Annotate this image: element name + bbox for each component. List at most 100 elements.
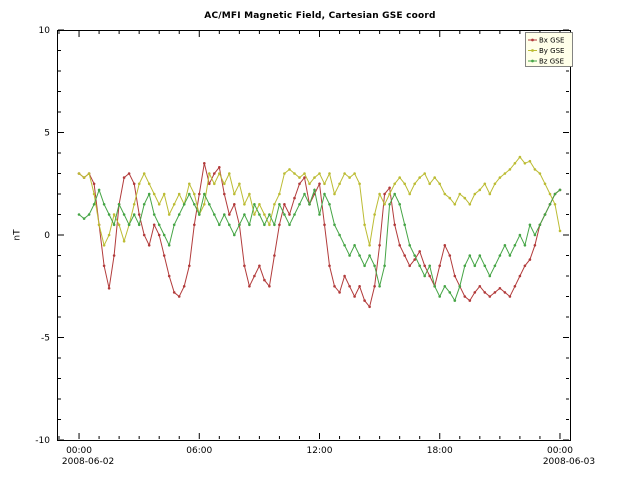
- series-marker-bx-gse: [413, 258, 417, 261]
- series-marker-bx-gse: [488, 295, 492, 298]
- series-marker-bz-gse: [523, 244, 527, 247]
- series-marker-bz-gse: [208, 203, 211, 206]
- series-marker-bx-gse: [152, 223, 156, 227]
- series-marker-by-gse: [408, 192, 412, 196]
- series-marker-by-gse: [132, 203, 136, 206]
- series-marker-bz-gse: [543, 213, 547, 216]
- series-marker-bz-gse: [157, 223, 161, 227]
- series-marker-bx-gse: [278, 223, 281, 227]
- series-marker-by-gse: [107, 233, 111, 237]
- series-marker-bz-gse: [107, 213, 111, 216]
- series-marker-bx-gse: [373, 285, 376, 288]
- series-marker-bx-gse: [408, 264, 412, 268]
- series-marker-by-gse: [488, 192, 492, 196]
- x-tick-label: 06:00: [186, 446, 212, 456]
- series-marker-by-gse: [513, 162, 517, 165]
- x-tick-label: 00:00: [547, 446, 573, 456]
- series-marker-bx-gse: [453, 274, 457, 278]
- series-marker-by-gse: [473, 192, 477, 196]
- series-marker-bz-gse: [92, 203, 96, 206]
- series-marker-bz-gse: [373, 264, 376, 268]
- legend-marker: [531, 38, 534, 42]
- series-marker-bx-gse: [172, 291, 176, 294]
- series-marker-bx-gse: [328, 264, 331, 268]
- series-marker-bx-gse: [338, 291, 341, 294]
- series-marker-bz-gse: [393, 192, 397, 196]
- series-marker-bz-gse: [293, 213, 296, 216]
- series-marker-bx-gse: [518, 274, 522, 278]
- series-marker-bz-gse: [433, 285, 437, 288]
- series-marker-by-gse: [358, 182, 361, 186]
- legend-label: By GSE: [539, 47, 564, 55]
- series-marker-by-gse: [378, 192, 381, 196]
- series-marker-by-gse: [142, 172, 146, 175]
- series-marker-bx-gse: [513, 285, 517, 288]
- series-marker-by-gse: [318, 172, 321, 175]
- series-marker-by-gse: [303, 172, 306, 175]
- series-marker-by-gse: [333, 192, 336, 196]
- series-marker-by-gse: [478, 188, 482, 192]
- series-marker-bx-gse: [182, 285, 186, 288]
- series-marker-by-gse: [298, 176, 301, 179]
- series-marker-bx-gse: [473, 291, 477, 294]
- series-marker-bz-gse: [167, 244, 171, 247]
- series-marker-by-gse: [413, 182, 417, 186]
- series-marker-bz-gse: [483, 264, 487, 268]
- series-marker-by-gse: [438, 182, 442, 186]
- series-marker-bx-gse: [243, 264, 246, 268]
- series-marker-bz-gse: [82, 217, 86, 220]
- series-marker-bx-gse: [283, 203, 286, 206]
- series-marker-bz-gse: [147, 192, 151, 196]
- series-marker-bz-gse: [418, 264, 422, 268]
- series-marker-bz-gse: [298, 203, 301, 206]
- y-tick-label: 10: [39, 26, 51, 36]
- series-marker-bx-gse: [263, 278, 266, 282]
- series-marker-bz-gse: [473, 264, 477, 268]
- series-marker-bz-gse: [313, 188, 316, 192]
- series-marker-bz-gse: [343, 244, 346, 247]
- series-marker-bz-gse: [338, 233, 341, 237]
- series-marker-bx-gse: [107, 287, 111, 290]
- series-marker-bx-gse: [423, 264, 427, 268]
- series-marker-bx-gse: [122, 176, 126, 179]
- series-marker-by-gse: [353, 172, 356, 175]
- series-marker-bx-gse: [268, 285, 271, 288]
- series-marker-bz-gse: [458, 285, 462, 288]
- series-marker-by-gse: [152, 192, 156, 196]
- series-marker-bx-gse: [383, 192, 386, 196]
- legend-marker: [531, 59, 534, 63]
- series-marker-bz-gse: [162, 233, 166, 237]
- series-marker-by-gse: [218, 172, 221, 175]
- series-marker-bz-gse: [188, 192, 191, 196]
- series-marker-bz-gse: [443, 285, 447, 288]
- series-marker-by-gse: [203, 203, 206, 206]
- y-tick-label: -10: [35, 436, 50, 446]
- series-marker-bx-gse: [533, 244, 537, 247]
- series-marker-by-gse: [428, 182, 432, 186]
- series-marker-bz-gse: [243, 213, 246, 216]
- series-marker-bx-gse: [188, 264, 191, 268]
- series-marker-by-gse: [343, 172, 346, 175]
- series-marker-by-gse: [393, 182, 397, 186]
- series-marker-by-gse: [137, 182, 141, 186]
- series-marker-bz-gse: [518, 233, 522, 237]
- series-marker-by-gse: [503, 172, 507, 175]
- series-marker-bz-gse: [238, 223, 241, 227]
- series-marker-bz-gse: [378, 285, 381, 288]
- series-marker-by-gse: [313, 176, 316, 179]
- x-date-label: 2008-06-03: [543, 457, 595, 467]
- series-marker-bx-gse: [112, 254, 116, 257]
- series-marker-bz-gse: [478, 254, 482, 257]
- series-marker-by-gse: [323, 182, 326, 186]
- plot-title: AC/MFI Magnetic Field, Cartesian GSE coo…: [204, 11, 436, 21]
- series-marker-by-gse: [253, 213, 256, 216]
- series-marker-bx-gse: [353, 295, 356, 298]
- plot-frame: [57, 30, 571, 441]
- series-marker-bz-gse: [303, 192, 306, 196]
- series-marker-bx-gse: [438, 264, 442, 268]
- series-marker-by-gse: [82, 176, 86, 179]
- series-marker-bx-gse: [298, 182, 301, 186]
- series-marker-by-gse: [443, 192, 447, 196]
- series-marker-by-gse: [338, 182, 341, 186]
- series-marker-bz-gse: [428, 264, 432, 268]
